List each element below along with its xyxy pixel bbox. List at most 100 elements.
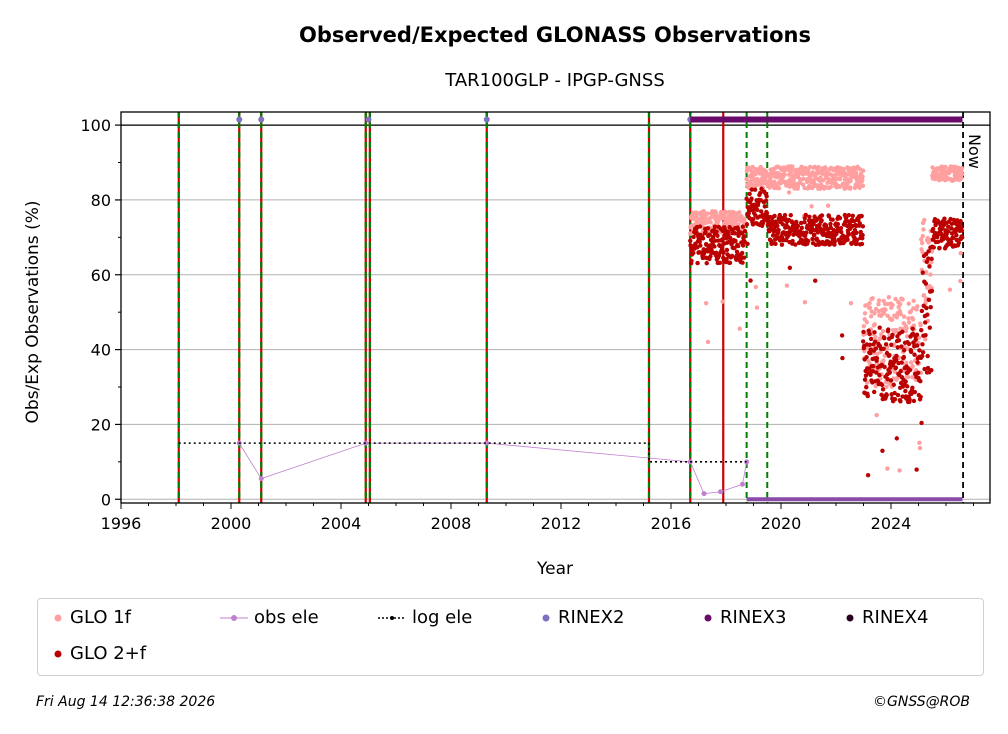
x-tick-label: 2000 xyxy=(211,514,252,533)
data-point xyxy=(881,358,886,363)
data-point xyxy=(837,184,842,190)
data-point xyxy=(876,298,882,303)
data-point xyxy=(742,234,747,239)
legend-item-log-ele: log ele xyxy=(378,607,472,628)
data-point xyxy=(900,394,905,399)
data-point xyxy=(854,241,859,246)
data-point xyxy=(734,249,740,255)
data-point xyxy=(720,299,725,304)
footer-timestamp: Fri Aug 14 12:36:38 2026 xyxy=(36,694,216,710)
data-point xyxy=(828,225,834,230)
data-point xyxy=(762,204,768,209)
data-point xyxy=(887,370,892,375)
data-point xyxy=(898,399,903,404)
data-point xyxy=(919,240,925,246)
legend-label: GLO 1f xyxy=(70,607,132,628)
data-point xyxy=(911,298,916,304)
data-point xyxy=(910,363,915,369)
data-point xyxy=(712,224,718,229)
data-point xyxy=(747,191,752,197)
now-label: Now xyxy=(965,134,984,169)
data-point xyxy=(818,175,823,180)
x-tick-label: 2024 xyxy=(871,514,912,533)
data-point xyxy=(752,187,758,192)
x-tick-label: 2016 xyxy=(651,514,692,533)
data-point xyxy=(787,265,793,270)
data-point xyxy=(899,360,904,365)
data-point xyxy=(818,226,823,231)
data-point xyxy=(924,305,929,311)
data-point xyxy=(838,229,844,235)
data-point xyxy=(897,301,903,307)
data-point xyxy=(860,177,865,183)
data-point xyxy=(884,384,889,390)
data-point xyxy=(799,225,804,231)
data-point xyxy=(770,233,776,238)
data-point xyxy=(723,210,728,216)
data-point xyxy=(928,305,933,310)
data-point xyxy=(859,241,865,247)
rinex2-point xyxy=(483,116,490,123)
data-point xyxy=(949,231,955,236)
data-point xyxy=(928,272,933,277)
data-point xyxy=(715,233,720,238)
data-point xyxy=(846,232,852,237)
data-point xyxy=(714,250,719,256)
legend-item-glo1f: GLO 1f xyxy=(52,607,131,628)
data-point xyxy=(688,238,693,243)
data-point xyxy=(720,236,726,242)
data-point xyxy=(689,258,694,264)
data-point xyxy=(889,342,894,348)
data-point xyxy=(790,238,795,244)
data-point xyxy=(714,229,719,234)
chart-canvas: Observed/Expected GLONASS Observations T… xyxy=(23,23,991,579)
data-point xyxy=(919,353,925,359)
data-point xyxy=(904,334,910,339)
data-point xyxy=(920,249,925,255)
data-point xyxy=(886,295,892,300)
data-point xyxy=(732,245,737,250)
data-point xyxy=(868,336,874,342)
data-point xyxy=(956,240,962,245)
data-point xyxy=(745,241,750,247)
data-point xyxy=(864,355,869,360)
data-point xyxy=(741,255,747,260)
data-point xyxy=(860,224,866,229)
data-point xyxy=(901,314,907,319)
data-point xyxy=(782,172,787,177)
data-point xyxy=(904,360,909,366)
data-point xyxy=(956,173,961,178)
data-point xyxy=(927,264,932,269)
data-point xyxy=(828,184,834,190)
data-point xyxy=(885,466,890,471)
chart-subtitle: TAR100GLP - IPGP-GNSS xyxy=(444,70,665,91)
data-point xyxy=(931,245,936,250)
data-point xyxy=(865,393,870,399)
data-point xyxy=(782,212,788,218)
data-point xyxy=(784,283,790,288)
data-point xyxy=(871,389,877,395)
data-point xyxy=(764,210,770,216)
data-point xyxy=(919,328,924,333)
data-point xyxy=(900,329,905,334)
data-point xyxy=(749,196,754,201)
data-point xyxy=(854,237,860,243)
data-point xyxy=(890,317,895,322)
data-point xyxy=(915,360,920,365)
data-point xyxy=(874,412,879,418)
data-point xyxy=(879,382,885,388)
data-point xyxy=(703,300,709,306)
data-point xyxy=(904,325,909,331)
data-point xyxy=(688,231,693,236)
data-point xyxy=(812,214,817,219)
data-point xyxy=(811,221,816,227)
data-point xyxy=(848,300,854,306)
data-point xyxy=(898,368,903,374)
legend-item-rinex4: RINEX4 xyxy=(844,607,928,628)
data-point xyxy=(872,322,878,327)
data-point xyxy=(801,176,806,181)
data-point xyxy=(719,245,725,250)
data-point xyxy=(754,305,760,310)
chart-title: Observed/Expected GLONASS Observations xyxy=(299,23,811,47)
data-point xyxy=(929,288,935,294)
